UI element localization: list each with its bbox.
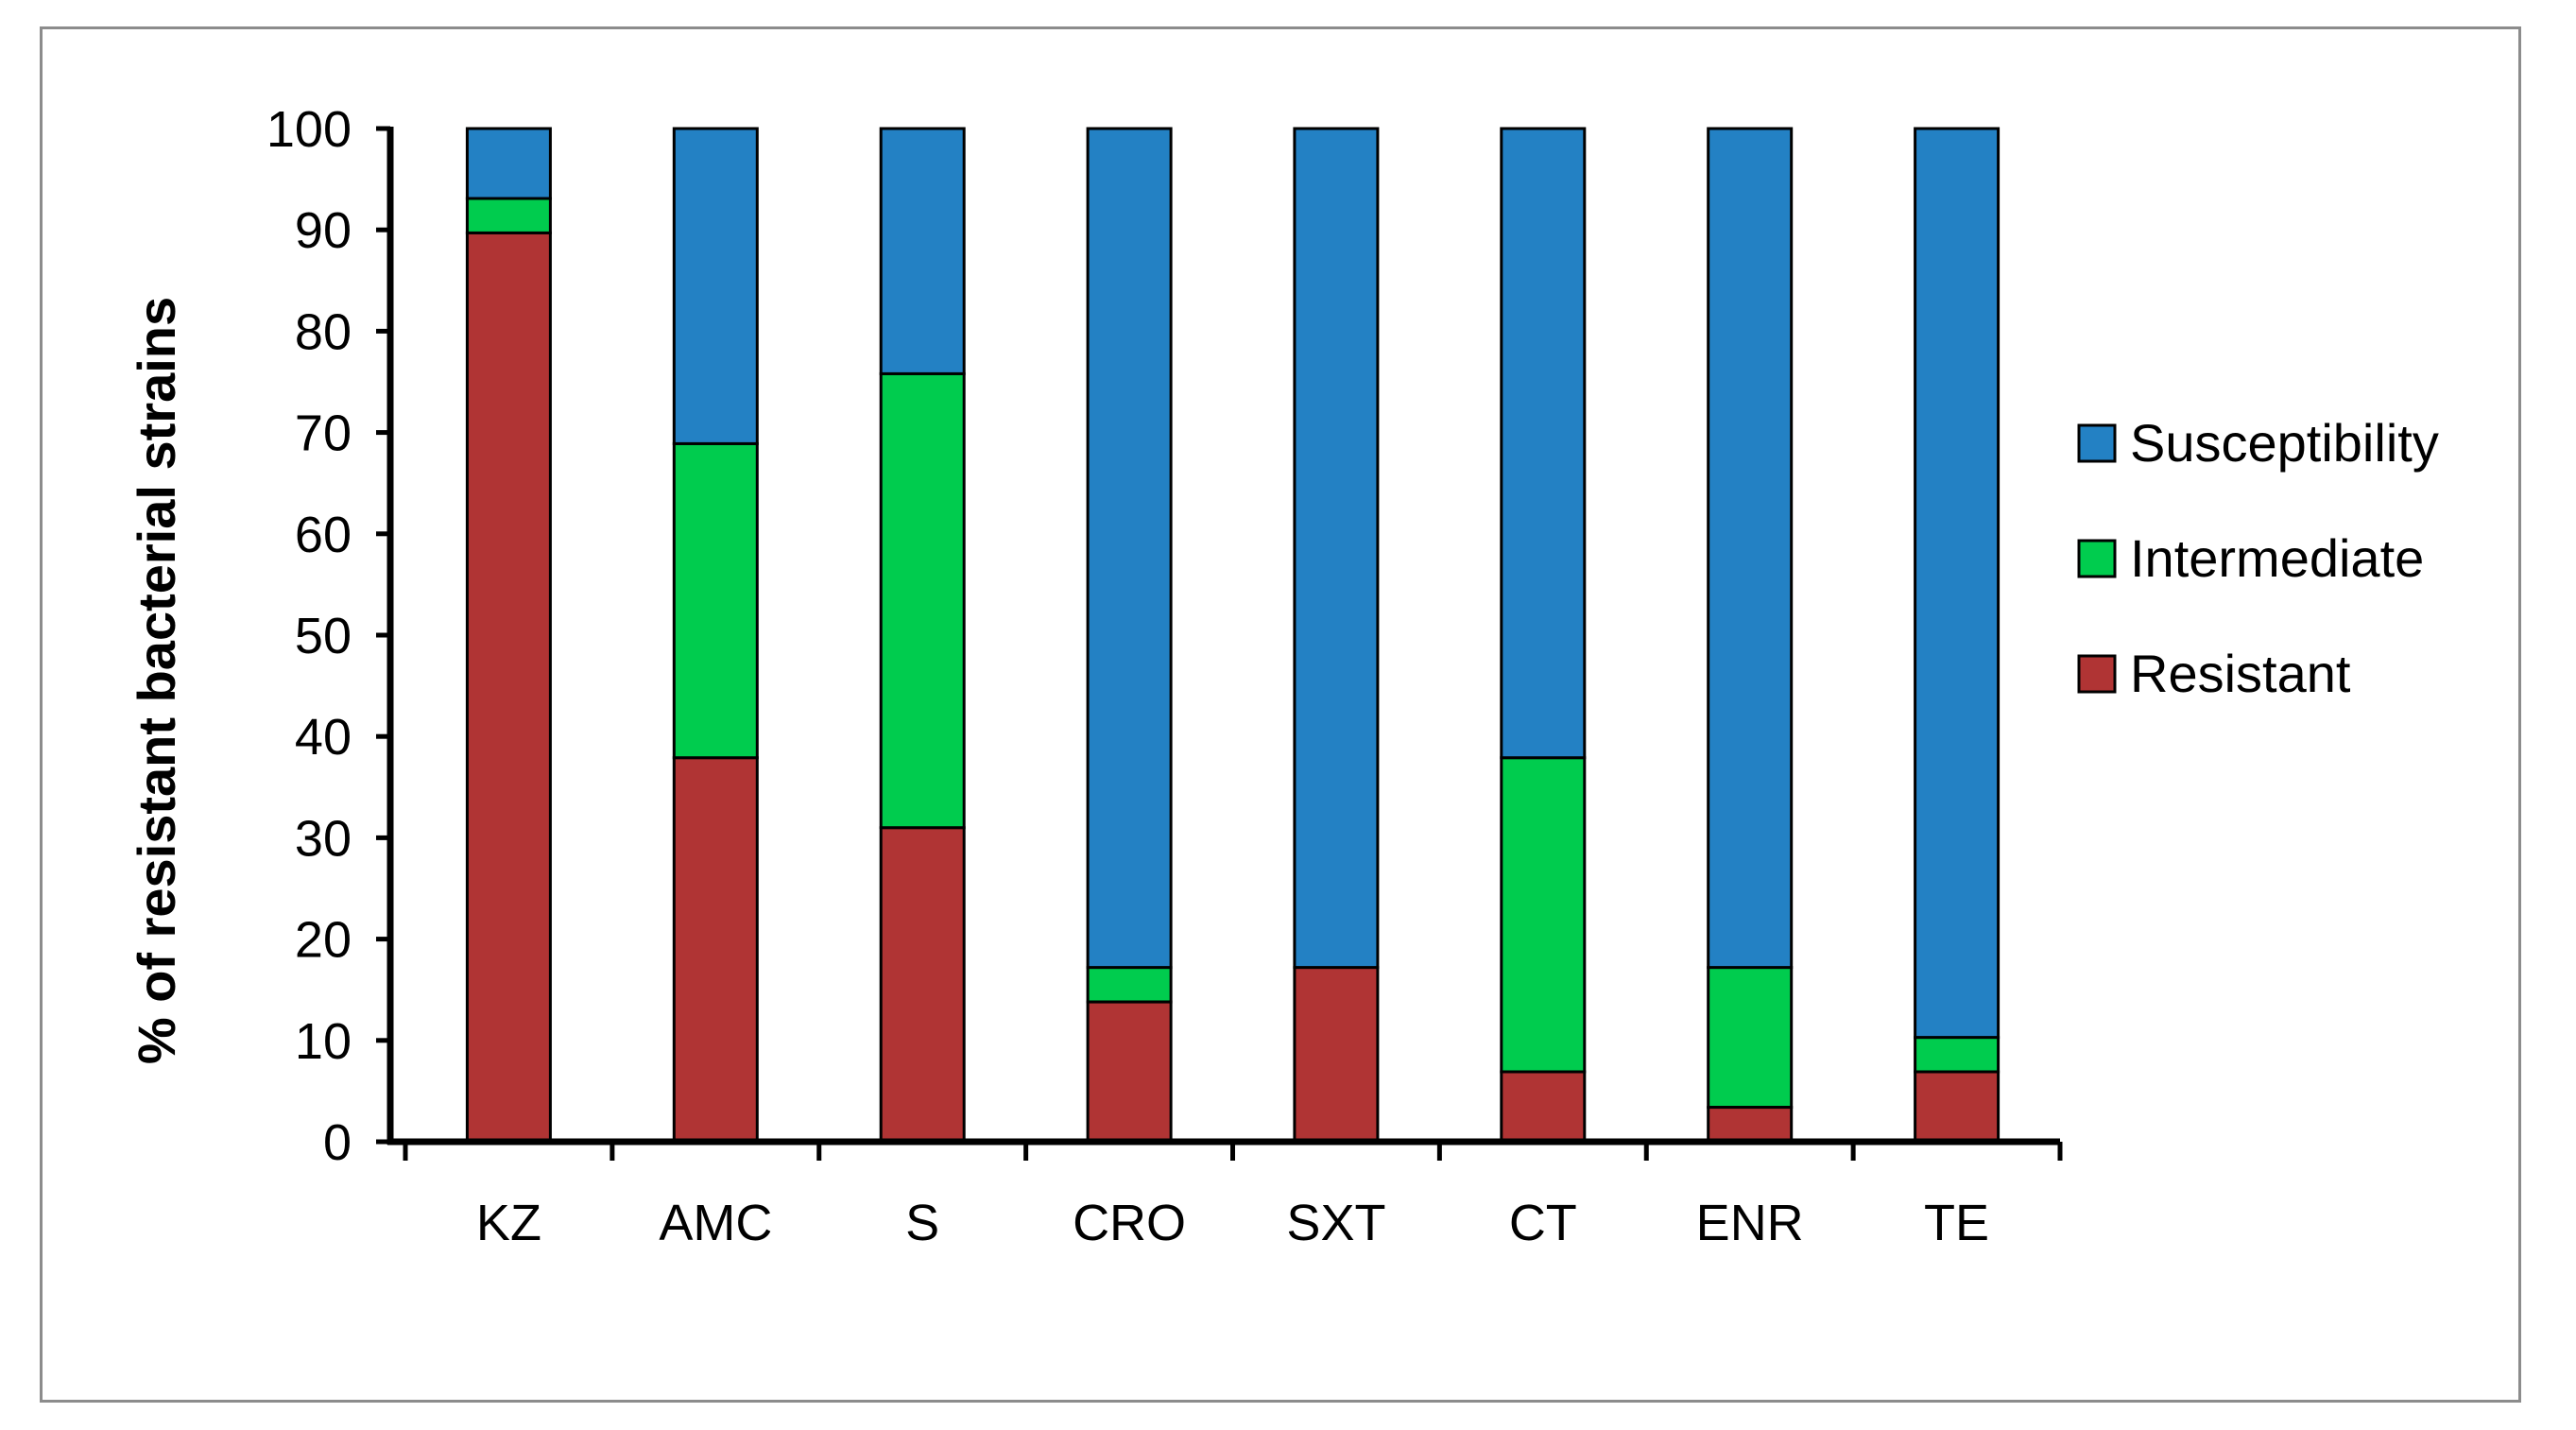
- y-tick-label: 100: [266, 101, 352, 158]
- y-tick-label: 60: [295, 507, 352, 563]
- x-category-label: SXT: [1286, 1195, 1385, 1251]
- x-category-label: KZ: [476, 1195, 541, 1251]
- y-tick-label: 70: [295, 405, 352, 462]
- bar-cro-intermediate: [1086, 966, 1173, 1004]
- legend-swatch-resistant: [2077, 654, 2117, 694]
- y-tick-label: 80: [295, 303, 352, 360]
- y-tick-label: 20: [295, 912, 352, 969]
- bar-ct-susceptibility: [1500, 127, 1587, 760]
- x-category-label: S: [905, 1195, 939, 1251]
- x-category-label: ENR: [1696, 1195, 1804, 1251]
- bar-amc-intermediate: [672, 441, 759, 760]
- bar-s-intermediate: [879, 371, 966, 830]
- legend-label-susceptibility: Susceptibility: [2130, 413, 2439, 473]
- legend-label-resistant: Resistant: [2130, 644, 2351, 703]
- y-tick-label: 10: [295, 1013, 352, 1070]
- legend-swatch-intermediate: [2077, 539, 2117, 578]
- y-ticks-group: 0 10 20 30 40 50 60 70 80 90 100: [266, 101, 390, 1171]
- bar-s-resistant: [879, 826, 966, 1144]
- x-categories-group: KZ AMC S CRO SXT CT ENR TE: [403, 1142, 2063, 1251]
- bar-enr-resistant: [1707, 1106, 1794, 1144]
- bar-sxt-resistant: [1293, 966, 1380, 1144]
- bar-kz-susceptibility: [465, 127, 552, 200]
- chart-frame: [40, 26, 2521, 1403]
- x-category-label: CT: [1509, 1195, 1577, 1251]
- bar-te-susceptibility: [1914, 127, 2001, 1040]
- bars-group: [465, 127, 2001, 1144]
- legend-swatch-susceptibility: [2077, 423, 2117, 463]
- bar-s-susceptibility: [879, 127, 966, 375]
- bar-cro-resistant: [1086, 1000, 1173, 1144]
- y-tick-label: 90: [295, 202, 352, 259]
- bar-kz-intermediate: [465, 197, 552, 234]
- y-axis-label: % of resistant bacterial strains: [127, 297, 186, 1064]
- bar-cro-susceptibility: [1086, 127, 1173, 970]
- y-tick-label: 50: [295, 608, 352, 664]
- y-tick-label: 0: [323, 1114, 352, 1171]
- bar-amc-resistant: [672, 756, 759, 1144]
- bar-enr-intermediate: [1707, 966, 1794, 1109]
- bar-kz-resistant: [465, 231, 552, 1144]
- legend: Susceptibility Intermediate Resistant: [2077, 413, 2439, 703]
- x-category-label: AMC: [659, 1195, 772, 1251]
- legend-label-intermediate: Intermediate: [2130, 528, 2424, 588]
- bar-enr-susceptibility: [1707, 127, 1794, 970]
- bar-ct-intermediate: [1500, 756, 1587, 1074]
- y-tick-label: 30: [295, 810, 352, 867]
- bar-sxt-susceptibility: [1293, 127, 1380, 970]
- axes-group: [386, 127, 2060, 1146]
- bar-te-intermediate: [1914, 1036, 2001, 1074]
- y-tick-label: 40: [295, 709, 352, 766]
- bar-ct-resistant: [1500, 1070, 1587, 1144]
- x-category-label: CRO: [1073, 1195, 1186, 1251]
- x-category-label: TE: [1924, 1195, 1989, 1251]
- bar-te-resistant: [1914, 1070, 2001, 1144]
- bar-amc-susceptibility: [672, 127, 759, 445]
